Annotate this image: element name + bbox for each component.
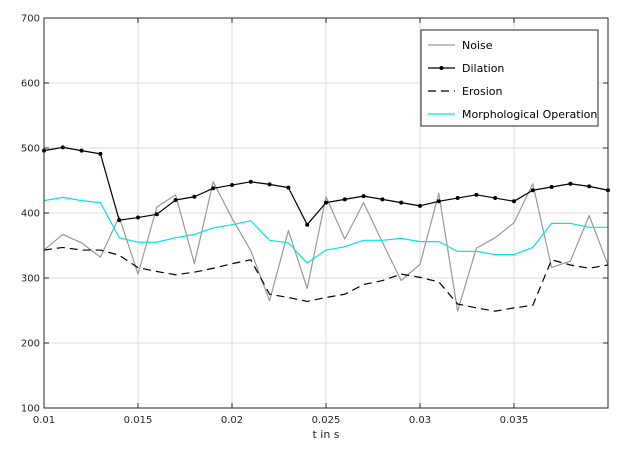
x-tick-label: 0.035: [500, 415, 529, 426]
series-point-dilation: [230, 183, 234, 188]
legend-label-dilation: Dilation: [462, 62, 504, 75]
y-tick-label: 700: [21, 14, 40, 25]
series-point-dilation: [361, 194, 366, 199]
series-point-dilation: [493, 196, 498, 201]
series-point-dilation: [60, 145, 65, 150]
series-point-dilation: [455, 196, 460, 201]
series-point-dilation: [98, 151, 103, 156]
series-point-dilation: [267, 182, 272, 187]
series-point-dilation: [211, 186, 216, 191]
series-point-dilation: [248, 179, 253, 184]
x-tick-label: 0.02: [221, 415, 243, 426]
series-line-noise: [43, 181, 609, 312]
series-point-dilation: [305, 222, 310, 227]
x-tick-label: 0.01: [33, 415, 55, 426]
legend-label-erosion: Erosion: [462, 85, 502, 98]
legend-label-noise: Noise: [462, 39, 493, 52]
series-point-dilation: [399, 200, 404, 205]
x-axis-label: t in s: [312, 428, 339, 441]
y-tick-label: 600: [21, 79, 40, 90]
y-tick-label: 200: [21, 339, 40, 350]
series-point-dilation: [474, 192, 479, 197]
series-point-dilation: [549, 185, 554, 189]
series-point-dilation: [117, 218, 122, 223]
series-layer: [42, 145, 610, 312]
series-point-dilation: [512, 199, 516, 204]
y-tick-label: 100: [21, 404, 40, 415]
x-tick-label: 0.03: [409, 415, 431, 426]
x-tick-label: 0.025: [312, 415, 341, 426]
y-tick-label: 500: [21, 144, 40, 155]
legend-marker-dilation: [439, 66, 444, 70]
y-tick-label: 300: [21, 274, 40, 285]
series-point-dilation: [342, 197, 347, 202]
series-point-dilation: [136, 215, 140, 220]
series-line-erosion: [43, 246, 609, 312]
y-tick-label: 400: [21, 209, 40, 220]
series-point-dilation: [154, 212, 159, 217]
grid: [43, 17, 608, 409]
legend: Noise Dilation Erosion Morphological Operat…: [420, 29, 599, 127]
series-point-dilation: [324, 200, 328, 205]
x-axis: 0.01 0.015 0.02 0.025 0.03 0.035: [33, 18, 528, 426]
series-point-dilation: [286, 185, 291, 190]
series-point-dilation: [568, 181, 573, 186]
legend-label-morphological-operation: Morphological Operation: [462, 108, 597, 121]
y-axis: 100 200 300 400 500 600 700: [21, 14, 608, 415]
series-point-dilation: [436, 199, 441, 204]
legend-box: [420, 29, 599, 127]
series-point-dilation: [418, 203, 422, 208]
series-point-dilation: [192, 194, 197, 199]
series-point-dilation: [587, 184, 592, 189]
series-point-dilation: [530, 188, 535, 193]
x-tick-label: 0.015: [124, 415, 153, 426]
series-point-dilation: [380, 197, 385, 202]
series-point-dilation: [79, 148, 84, 153]
series-point-dilation: [173, 198, 178, 202]
series-line-morphological-operation: [43, 196, 608, 264]
